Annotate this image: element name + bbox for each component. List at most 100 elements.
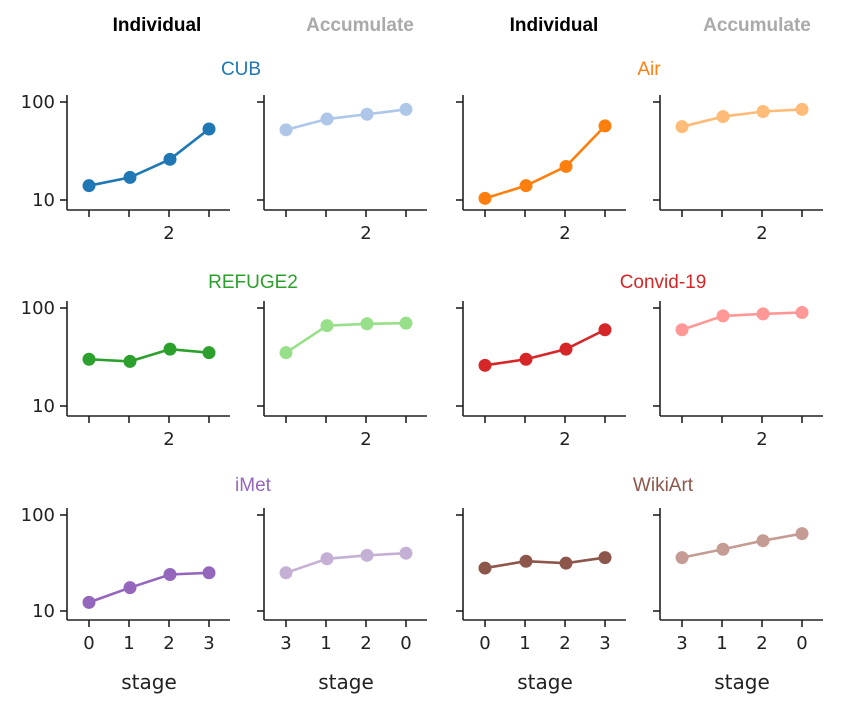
chart-convid-19: Convid-19 2 2 [456, 272, 823, 450]
data-point [82, 352, 96, 366]
x-tick-label: 1 [519, 633, 530, 654]
data-point [598, 323, 612, 337]
x-tick-label: 1 [320, 633, 331, 654]
chart-imet: iMet 10 100 0 1 2 3 stage 3 1 2 0 stage [21, 475, 427, 694]
series-line [681, 108, 803, 128]
data-point [756, 104, 770, 118]
data-point [716, 309, 730, 323]
data-point [320, 112, 334, 126]
x-tick-label: 0 [796, 633, 807, 654]
data-point [360, 107, 374, 121]
data-point [478, 561, 492, 575]
data-point [519, 554, 533, 568]
y-tick-label: 10 [32, 396, 55, 417]
data-point [795, 527, 809, 541]
x-tick-label: 2 [559, 223, 570, 244]
series-line [681, 311, 803, 331]
data-point [163, 567, 177, 581]
data-point [123, 354, 137, 368]
x-tick-label: 2 [360, 223, 371, 244]
data-point [795, 102, 809, 116]
x-axis-label: stage [121, 670, 177, 694]
subplot-individual: 2 [456, 301, 626, 450]
y-tick-label: 100 [21, 505, 55, 526]
data-point [519, 352, 533, 366]
data-point [756, 307, 770, 321]
data-point [399, 546, 413, 560]
data-point [399, 102, 413, 116]
x-axis-label: stage [318, 670, 374, 694]
x-tick-label: 2 [559, 429, 570, 450]
data-point [675, 551, 689, 565]
data-point [202, 566, 216, 580]
data-point [478, 191, 492, 205]
subplot-individual: 10 100 2 [21, 92, 230, 244]
data-point [478, 358, 492, 372]
data-point [279, 123, 293, 137]
series-line [88, 571, 210, 604]
data-point [360, 548, 374, 562]
data-point [82, 179, 96, 193]
data-point [163, 342, 177, 356]
data-point [163, 152, 177, 166]
data-point [123, 170, 137, 184]
subplot-accumulate: 3 1 2 0 stage [257, 508, 427, 694]
series-line [285, 108, 407, 132]
x-axis-label: stage [517, 670, 573, 694]
header-accumulate-right: Accumulate [703, 15, 811, 36]
series-line [285, 321, 407, 354]
data-point [559, 342, 573, 356]
data-point [82, 595, 96, 609]
data-point [202, 122, 216, 136]
data-point [675, 120, 689, 134]
x-tick-label: 3 [599, 633, 610, 654]
series-line [88, 127, 210, 187]
chart-refuge2: REFUGE2 10 100 2 2 [21, 272, 427, 450]
x-tick-label: 3 [280, 633, 291, 654]
x-tick-label: 2 [360, 429, 371, 450]
chart-title: iMet [235, 475, 272, 496]
x-tick-label: 0 [479, 633, 490, 654]
data-point [795, 305, 809, 319]
x-tick-label: 2 [163, 223, 174, 244]
data-point [202, 346, 216, 360]
y-tick-label: 100 [21, 92, 55, 113]
x-tick-label: 2 [559, 633, 570, 654]
chart-wikiart: WikiArt 0 1 2 3 stage 3 1 2 0 stage [456, 475, 823, 694]
x-tick-label: 0 [83, 633, 94, 654]
chart-title: WikiArt [633, 475, 694, 496]
x-tick-label: 2 [756, 633, 767, 654]
x-axis-label: stage [714, 670, 770, 694]
x-tick-label: 2 [756, 223, 767, 244]
data-point [716, 110, 730, 124]
subplot-accumulate: 2 [257, 95, 427, 244]
x-tick-label: 2 [360, 633, 371, 654]
data-point [320, 319, 334, 333]
chart-air: Air 2 2 [456, 59, 823, 244]
data-point [399, 316, 413, 330]
subplot-individual: 10 100 0 1 2 3 stage [21, 505, 230, 694]
header-individual-right: Individual [510, 15, 599, 36]
data-point [279, 566, 293, 580]
data-point [716, 542, 730, 556]
y-tick-label: 10 [32, 190, 55, 211]
x-tick-label: 1 [716, 633, 727, 654]
subplot-individual: 0 1 2 3 stage [456, 508, 626, 694]
series-line [88, 347, 210, 363]
series-line [285, 551, 407, 575]
header-accumulate-left: Accumulate [306, 15, 414, 36]
chart-title: Air [637, 59, 661, 80]
header-individual-left: Individual [113, 15, 202, 36]
subplot-accumulate: 2 [653, 95, 823, 244]
chart-title: Convid-19 [620, 272, 707, 293]
series-line [484, 125, 606, 200]
subplot-accumulate: 2 [257, 301, 427, 450]
x-tick-label: 1 [123, 633, 134, 654]
data-point [519, 179, 533, 193]
subplot-accumulate: 2 [653, 301, 823, 450]
x-tick-label: 2 [756, 429, 767, 450]
chart-cub: CUB 10 100 2 2 [21, 59, 427, 244]
y-tick-label: 100 [21, 298, 55, 319]
chart-title: REFUGE2 [208, 272, 298, 293]
